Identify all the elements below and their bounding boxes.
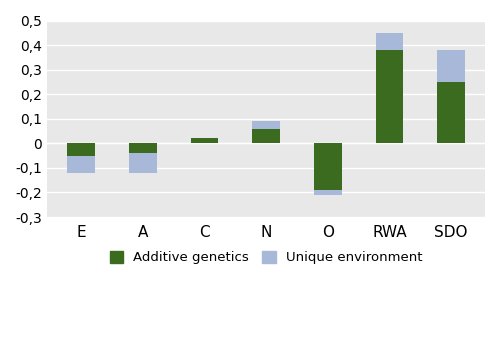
- Bar: [376, 50, 404, 143]
- Legend: Additive genetics, Unique environment: Additive genetics, Unique environment: [104, 245, 428, 269]
- Bar: [190, 139, 218, 143]
- Bar: [252, 121, 280, 143]
- Bar: [68, 143, 95, 173]
- Bar: [129, 143, 156, 153]
- Bar: [438, 82, 465, 143]
- Bar: [376, 33, 404, 143]
- Bar: [314, 143, 342, 195]
- Bar: [314, 143, 342, 190]
- Bar: [129, 143, 156, 173]
- Bar: [438, 50, 465, 143]
- Bar: [252, 129, 280, 143]
- Bar: [68, 143, 95, 156]
